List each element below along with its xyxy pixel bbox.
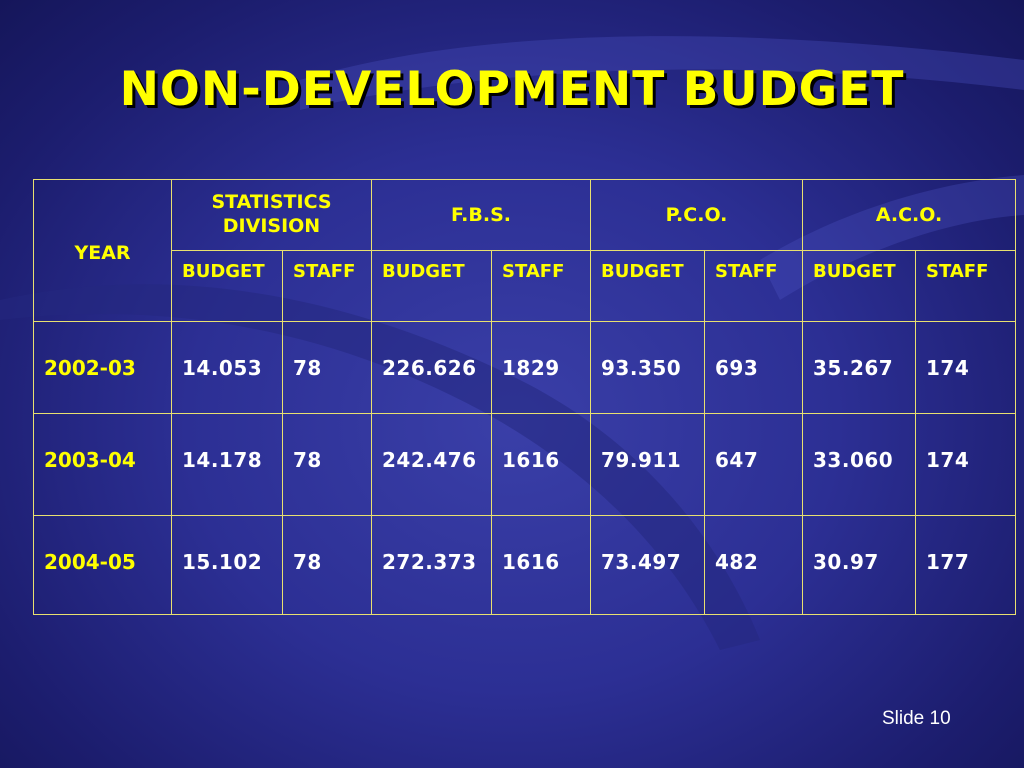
table-row: 2002-03 14.053 78 226.626 1829 93.350 69… bbox=[33, 321, 1017, 414]
value-cell: 177 bbox=[915, 515, 1017, 615]
group-header-pco: P.C.O. bbox=[590, 179, 804, 251]
value-cell: 79.911 bbox=[590, 413, 706, 516]
value-cell: 693 bbox=[704, 321, 804, 414]
value-cell: 647 bbox=[704, 413, 804, 516]
value-cell: 226.626 bbox=[371, 321, 492, 414]
slide-title: NON-DEVELOPMENT BUDGET bbox=[119, 62, 905, 117]
subheader-budget: BUDGET bbox=[802, 250, 917, 322]
value-cell: 15.102 bbox=[171, 515, 283, 615]
subheader-budget: BUDGET bbox=[171, 250, 283, 322]
year-header: YEAR bbox=[33, 179, 172, 322]
value-cell: 78 bbox=[282, 321, 372, 414]
value-cell: 1829 bbox=[490, 321, 592, 414]
year-cell: 2002-03 bbox=[33, 321, 172, 414]
header-row-groups: YEAR STATISTICS DIVISION F.B.S. P.C.O. A… bbox=[33, 179, 1017, 322]
group-header-line: STATISTICS bbox=[211, 191, 332, 214]
value-cell: 14.178 bbox=[171, 413, 283, 516]
value-cell: 242.476 bbox=[371, 413, 492, 516]
value-cell: 174 bbox=[915, 321, 1017, 414]
group-header-statistics-division: STATISTICS DIVISION bbox=[171, 179, 372, 251]
table-row: 2003-04 14.178 78 242.476 1616 79.911 64… bbox=[33, 413, 1017, 516]
group-header-aco: A.C.O. bbox=[802, 179, 1017, 251]
value-cell: 272.373 bbox=[371, 515, 492, 615]
group-header-fbs: F.B.S. bbox=[370, 179, 592, 251]
value-cell: 30.97 bbox=[802, 515, 917, 615]
year-cell: 2003-04 bbox=[33, 413, 172, 516]
value-cell: 1616 bbox=[490, 515, 592, 615]
subheader-budget: BUDGET bbox=[590, 250, 706, 322]
budget-table: YEAR STATISTICS DIVISION F.B.S. P.C.O. A… bbox=[33, 179, 1017, 615]
value-cell: 14.053 bbox=[171, 321, 283, 414]
value-cell: 1616 bbox=[490, 413, 592, 516]
header-row-subheaders: BUDGET STAFF BUDGET STAFF BUDGET STAFF B… bbox=[34, 250, 1017, 322]
value-cell: 73.497 bbox=[590, 515, 706, 615]
value-cell: 93.350 bbox=[590, 321, 706, 414]
value-cell: 78 bbox=[282, 413, 372, 516]
slide-number: Slide 10 bbox=[882, 708, 951, 729]
value-cell: 482 bbox=[704, 515, 804, 615]
value-cell: 78 bbox=[282, 515, 372, 615]
subheader-staff: STAFF bbox=[490, 250, 592, 322]
subheader-staff: STAFF bbox=[915, 250, 1017, 322]
value-cell: 33.060 bbox=[802, 413, 917, 516]
year-cell: 2004-05 bbox=[33, 515, 172, 615]
subheader-staff: STAFF bbox=[704, 250, 804, 322]
group-header-line: DIVISION bbox=[222, 215, 321, 237]
subheader-staff: STAFF bbox=[282, 250, 372, 322]
value-cell: 35.267 bbox=[802, 321, 917, 414]
value-cell: 174 bbox=[915, 413, 1017, 516]
subheader-budget: BUDGET bbox=[371, 250, 492, 322]
table-row: 2004-05 15.102 78 272.373 1616 73.497 48… bbox=[33, 515, 1017, 615]
